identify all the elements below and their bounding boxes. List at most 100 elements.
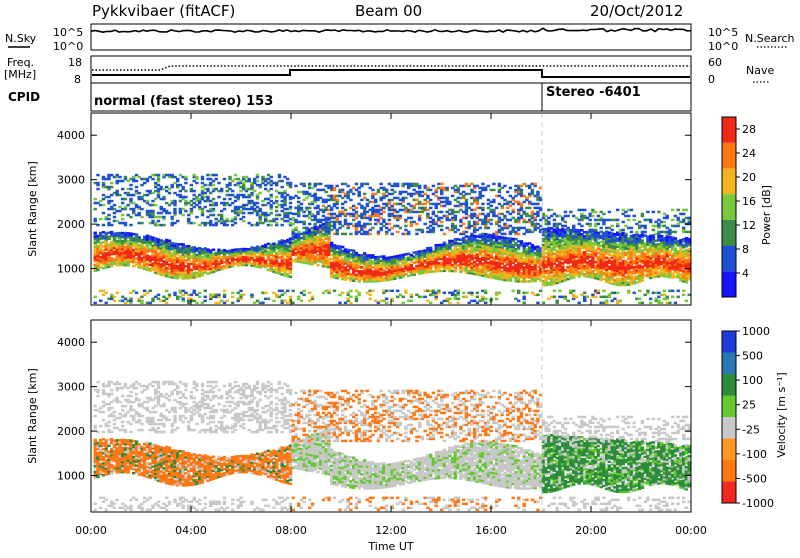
power-cell (113, 216, 116, 219)
power-cell (193, 222, 196, 225)
power-cell (470, 292, 473, 295)
power-cell (173, 200, 176, 203)
power-cell (212, 214, 215, 217)
power-cell (457, 302, 460, 305)
power-cell (162, 196, 165, 199)
power-cell (424, 223, 427, 226)
power-cell (369, 298, 372, 301)
power-cell (382, 211, 385, 214)
power-cell (286, 178, 289, 181)
power-cell (556, 300, 559, 303)
power-cell (319, 183, 322, 186)
power-cell (424, 296, 427, 299)
power-cell (506, 191, 509, 194)
power-cell (231, 190, 234, 193)
power-cell (380, 183, 383, 186)
power-cell (525, 292, 528, 295)
power-cell (135, 233, 138, 236)
power-cell (110, 186, 113, 189)
power-cell (220, 188, 223, 191)
power-cell (468, 221, 471, 224)
power-cell (231, 292, 234, 295)
power-cell (281, 180, 284, 183)
power-cell (256, 174, 259, 177)
power-cell (234, 174, 237, 177)
power-cell (429, 189, 432, 192)
power-cell (242, 294, 245, 297)
power-cell (490, 205, 493, 208)
power-cell (96, 188, 99, 191)
power-cell (195, 182, 198, 185)
power-cell (289, 296, 292, 299)
nsky-label: N.Sky (5, 32, 37, 45)
power-cell (393, 191, 396, 194)
power-cell (440, 225, 443, 228)
power-cell (446, 197, 449, 200)
power-cell (611, 225, 614, 228)
power-cell (215, 178, 218, 181)
power-cell (481, 183, 484, 186)
power-cell (492, 199, 495, 202)
power-cell (176, 178, 179, 181)
power-cell (553, 290, 556, 293)
power-cell (594, 296, 597, 299)
freq-unit: [MHz] (4, 68, 36, 81)
power-cell (597, 223, 600, 226)
power-cell (553, 219, 556, 222)
power-cell (487, 185, 490, 188)
freq-tick-bottom: 8 (74, 73, 81, 86)
power-cell (270, 212, 273, 215)
power-cell (239, 290, 242, 293)
freq-line (92, 70, 690, 77)
power-cell (173, 208, 176, 211)
power-cell (102, 204, 105, 207)
power-cell (454, 215, 457, 218)
power-cell (154, 204, 157, 207)
power-cell (297, 296, 300, 299)
power-cell (349, 199, 352, 202)
power-cell (429, 247, 432, 250)
power-cell (492, 189, 495, 192)
power-cell (223, 208, 226, 211)
power-cell (105, 302, 108, 305)
power-cell (157, 220, 160, 223)
power-cell (204, 296, 207, 299)
power-cell (448, 201, 451, 204)
power-cell (330, 242, 333, 245)
power-cell (484, 298, 487, 301)
power-cell (96, 182, 99, 185)
power-cell (231, 296, 234, 299)
power-cell (173, 292, 176, 295)
power-cell (140, 216, 143, 219)
power-cell (564, 211, 567, 214)
power-cell (448, 298, 451, 301)
power-cell (94, 296, 97, 299)
power-cell (168, 192, 171, 195)
power-cell (129, 298, 132, 301)
power-cell (228, 176, 231, 179)
power-cell (187, 218, 190, 221)
power-cell (206, 188, 209, 191)
power-cell (215, 202, 218, 205)
power-cell (410, 264, 413, 267)
power-cell (448, 302, 451, 305)
power-cell (602, 290, 605, 293)
power-cell (223, 198, 226, 201)
power-cell (336, 207, 339, 210)
power-cell (404, 197, 407, 200)
power-cell (300, 300, 303, 303)
power-cell (344, 233, 347, 236)
power-cell (231, 302, 234, 305)
power-cell (451, 195, 454, 198)
power-cell (121, 218, 124, 221)
power-cell (349, 296, 352, 299)
nsky-tick-bottom: 10^0 (53, 40, 83, 53)
power-cell (184, 176, 187, 179)
power-cell (462, 292, 465, 295)
power-cell (512, 209, 515, 212)
power-cell (355, 183, 358, 186)
power-cell (594, 229, 597, 232)
power-cell (503, 215, 506, 218)
power-cell (426, 195, 429, 198)
